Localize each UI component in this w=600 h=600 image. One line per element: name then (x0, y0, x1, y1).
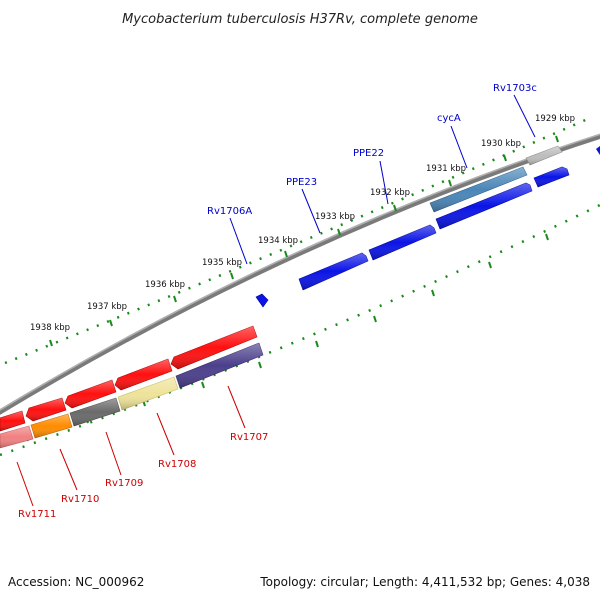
gene-label-rv1710[interactable]: Rv1710 (61, 494, 99, 505)
scale-label: 1931 kbp (426, 164, 466, 174)
gene-feature[interactable] (114, 358, 173, 391)
gene-feature[interactable] (0, 410, 26, 432)
gene-feature[interactable] (533, 166, 570, 188)
inner-tick-major (545, 233, 549, 241)
tick-1933 (337, 228, 341, 236)
scale-label: 1932 kbp (370, 188, 410, 198)
scale-label: 1937 kbp (87, 302, 127, 312)
inner-tick-major (431, 289, 435, 297)
scale-label: 1936 kbp (145, 280, 185, 290)
gene-rv1708[interactable] (117, 376, 179, 411)
gene-rv1710[interactable] (30, 413, 73, 439)
tick-1937 (109, 319, 113, 327)
gene-label-ppe22[interactable]: PPE22 (353, 148, 384, 159)
tick-1938 (49, 339, 53, 347)
genome-summary-text: Topology: circular; Length: 4,411,532 bp… (259, 575, 590, 589)
forward-strand-track (255, 145, 600, 308)
label-leader (301, 188, 321, 234)
gene-label-ppe23[interactable]: PPE23 (286, 177, 317, 188)
label-leader (379, 160, 389, 205)
gene-feature[interactable] (64, 379, 117, 409)
reverse-gene-labels: Rv1707 Rv1708 Rv1709 Rv1710 Rv1711 (16, 385, 268, 520)
inner-tick-major (373, 315, 377, 323)
accession-text: Accession: NC_000962 (8, 575, 144, 589)
scale-label: 1930 kbp (481, 139, 521, 149)
tick-1932 (393, 204, 397, 212)
gene-feature[interactable] (25, 397, 67, 422)
gene-feature[interactable] (596, 146, 600, 155)
gene-feature[interactable] (435, 182, 533, 230)
inner-tick-major (315, 340, 319, 348)
gene-label-rv1706a[interactable]: Rv1706A (207, 206, 252, 217)
label-leader (513, 94, 536, 138)
gene-label-rv1707[interactable]: Rv1707 (230, 432, 268, 443)
gene-feature[interactable] (298, 252, 369, 291)
gene-label-rv1703c[interactable]: Rv1703c (493, 83, 537, 94)
label-leader (16, 461, 34, 507)
tick-1936 (173, 295, 177, 303)
gene-feature[interactable] (368, 224, 437, 261)
gene-label-rv1709[interactable]: Rv1709 (105, 478, 143, 489)
gene-feature[interactable] (170, 325, 258, 370)
map-title: Mycobacterium tuberculosis H37Rv, comple… (122, 12, 478, 27)
label-leader (450, 125, 468, 169)
scale-label: 1935 kbp (202, 258, 242, 268)
gene-feature[interactable] (525, 145, 563, 166)
label-leader (229, 217, 248, 265)
inner-tick-major (258, 361, 262, 369)
scale-labels: 1929 kbp 1930 kbp 1931 kbp 1932 kbp 1933… (30, 114, 575, 333)
scale-label: 1938 kbp (30, 323, 70, 333)
tick-1935 (230, 272, 234, 280)
gene-feature[interactable] (255, 293, 269, 308)
tick-1929 (555, 135, 559, 143)
scale-label: 1933 kbp (315, 212, 355, 222)
scale-label: 1929 kbp (535, 114, 575, 124)
inner-tick-major (488, 261, 492, 269)
outer-tick-ring (4, 116, 591, 365)
outer-minor-ticks (4, 116, 591, 365)
label-leader (156, 412, 175, 456)
genome-backbone-highlight (0, 133, 600, 411)
inner-tick-major (201, 381, 205, 389)
gene-label-rv1708[interactable]: Rv1708 (158, 459, 196, 470)
gene-label-cyca[interactable]: cycA (437, 113, 461, 124)
tick-1934 (284, 250, 288, 258)
label-leader (227, 385, 246, 429)
gene-rv1709[interactable] (69, 397, 121, 427)
gene-label-rv1711[interactable]: Rv1711 (18, 509, 56, 520)
label-leader (59, 448, 78, 491)
gene-feature[interactable] (429, 166, 528, 213)
gene-rv1711[interactable] (0, 425, 34, 449)
label-leader (105, 431, 122, 476)
gene-rv1707[interactable] (175, 342, 264, 389)
tick-1931 (448, 179, 452, 187)
scale-label: 1934 kbp (258, 236, 298, 246)
backbone-group (0, 133, 600, 415)
forward-gene-labels: Rv1703c cycA PPE22 PPE23 Rv1706A (207, 83, 537, 265)
reverse-strand-track (0, 325, 264, 449)
